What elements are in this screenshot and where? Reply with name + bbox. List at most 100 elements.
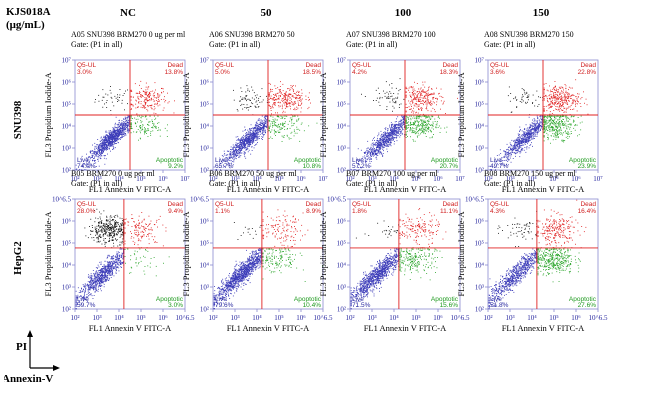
quadrant-apoptotic-value: 20.7% [440,163,459,170]
quadrant-dead-value: 22.8% [578,69,597,76]
quadrant-apoptotic-label: Apoptotic [569,157,597,164]
x-tick-label: 10⁷ [593,175,603,183]
quadrant-dead-value: 13.8% [165,69,184,76]
x-tick-label: 10² [208,314,217,322]
axis-orientation-legend: PI Annexin-V [4,330,60,385]
panel-gate: Gate: (P1 in all) [71,40,123,49]
x-tick-label: 10⁴ [114,175,124,183]
y-tick-label: 10² [337,306,346,314]
quadrant-dead-value: 11.1% [440,208,458,215]
quadrant-live-value: 71.5% [352,302,371,309]
plot-frame [349,198,461,310]
x-tick-label: 10^6.5 [313,314,333,322]
quadrant-live-value: 79.6% [215,302,234,309]
y-tick-label: 10⁵ [200,101,210,109]
x-axis-label: FL1 Annexin V FITC-A [502,184,585,194]
quadrant-live-value: 74.0% [77,163,96,170]
y-tick-label: 10⁵ [337,101,347,109]
x-tick-label: 10⁴ [389,314,399,322]
y-tick-label: 10³ [337,284,346,292]
quadrant-dead-label: Dead [580,201,596,208]
panel-gate: Gate: (P1 in all) [346,179,398,188]
y-tick-label: 10⁴ [62,262,72,270]
quadrant-apoptotic-label: Apoptotic [431,296,459,303]
quadrant-live-value: 59.7% [77,302,96,309]
column-header-nc: NC [120,7,136,19]
quadrant-dead-value: 18.5% [303,69,322,76]
y-tick-label: 10⁵ [475,240,485,248]
x-tick-label: 10² [208,175,217,183]
quadrant-live-value: 49.7% [490,163,509,170]
quadrant-ul-label: Q5-UL [490,62,510,69]
y-axis-label: FL3 Propidium Iodide-A [181,72,191,158]
quadrant-ul-label: Q5-UL [215,62,235,69]
quadrant-live-label: Live [77,157,89,164]
quadrant-ul-label: Q5-UL [77,62,97,69]
quadrant-ul-value: 4.2% [352,69,367,76]
y-tick-label: 10⁶ [62,79,72,87]
y-tick-label: 10⁶ [200,79,210,87]
quadrant-ul-label: Q5-UL [352,62,372,69]
y-tick-label: 10^6.5 [52,196,72,204]
x-tick-label: 10⁶ [296,175,306,183]
quadrant-apoptotic-value: 15.6% [440,302,459,309]
y-tick-label: 10⁵ [62,240,72,248]
column-header-50: 50 [260,7,272,19]
compound-name: KJS018A [6,6,51,18]
x-axis-label: FL1 Annexin V FITC-A [227,323,310,333]
panel-gate: Gate: (P1 in all) [484,40,536,49]
quadrant-live-label: Live [215,157,227,164]
panel-gate: Gate: (P1 in all) [484,179,536,188]
x-axis-label: FL1 Annexin V FITC-A [89,323,172,333]
panel-title: A06 SNU398 BRM270 50 [209,30,295,39]
x-tick-label: 10⁵ [549,314,559,322]
quadrant-apoptotic-value: 3.0% [168,302,183,309]
x-tick-label: 10³ [230,314,239,322]
quadrant-live-value: 57.2% [352,163,371,170]
x-tick-label: 10² [345,175,354,183]
y-tick-label: 10⁴ [200,123,210,131]
quadrant-ul-value: 4.3% [490,208,505,215]
quadrant-apoptotic-label: Apoptotic [156,296,184,303]
x-tick-label: 10⁶ [158,314,168,322]
x-tick-label: 10³ [505,175,514,183]
x-tick-label: 10⁶ [571,314,581,322]
x-tick-label: 10⁴ [252,314,262,322]
event-dots [350,78,458,171]
x-axis-label: FL1 Annexin V FITC-A [364,184,447,194]
x-tick-label: 10² [483,175,492,183]
y-tick-label: 10⁵ [200,240,210,248]
x-tick-label: 10³ [505,314,514,322]
quadrant-ul-label: Q5-UL [490,201,510,208]
quadrant-live-value: 65.7% [215,163,234,170]
x-axis-label: FL1 Annexin V FITC-A [227,184,310,194]
quadrant-dead-label: Dead [305,62,321,69]
quadrant-ul-value: 1.1% [215,208,230,215]
x-tick-label: 10⁵ [136,175,146,183]
quadrant-ul-value: 3.0% [77,69,92,76]
quadrant-apoptotic-value: 10.8% [303,163,322,170]
quadrant-live-label: Live [215,296,227,303]
y-tick-label: 10² [62,306,71,314]
x-tick-label: 10³ [367,175,376,183]
x-tick-label: 10⁴ [252,175,262,183]
panel-title: A05 SNU398 BRM270 0 ug per ml [71,30,186,39]
y-axis-label: FL3 Propidium Iodide-A [181,211,191,297]
quadrant-live-label: Live [352,157,364,164]
quadrant-ul-value: 1.8% [352,208,367,215]
y-tick-label: 10^6.5 [327,196,347,204]
x-tick-label: 10⁵ [136,314,146,322]
quadrant-dead-label: Dead [442,201,458,208]
x-tick-label: 10⁶ [296,314,306,322]
quadrant-live-label: Live [352,296,364,303]
panel-gate: Gate: (P1 in all) [209,40,261,49]
y-tick-label: 10⁵ [337,240,347,248]
y-tick-label: 10⁴ [200,262,210,270]
y-tick-label: 10³ [200,145,209,153]
quadrant-apoptotic-value: 9.2% [168,163,183,170]
x-tick-label: 10⁶ [158,175,168,183]
